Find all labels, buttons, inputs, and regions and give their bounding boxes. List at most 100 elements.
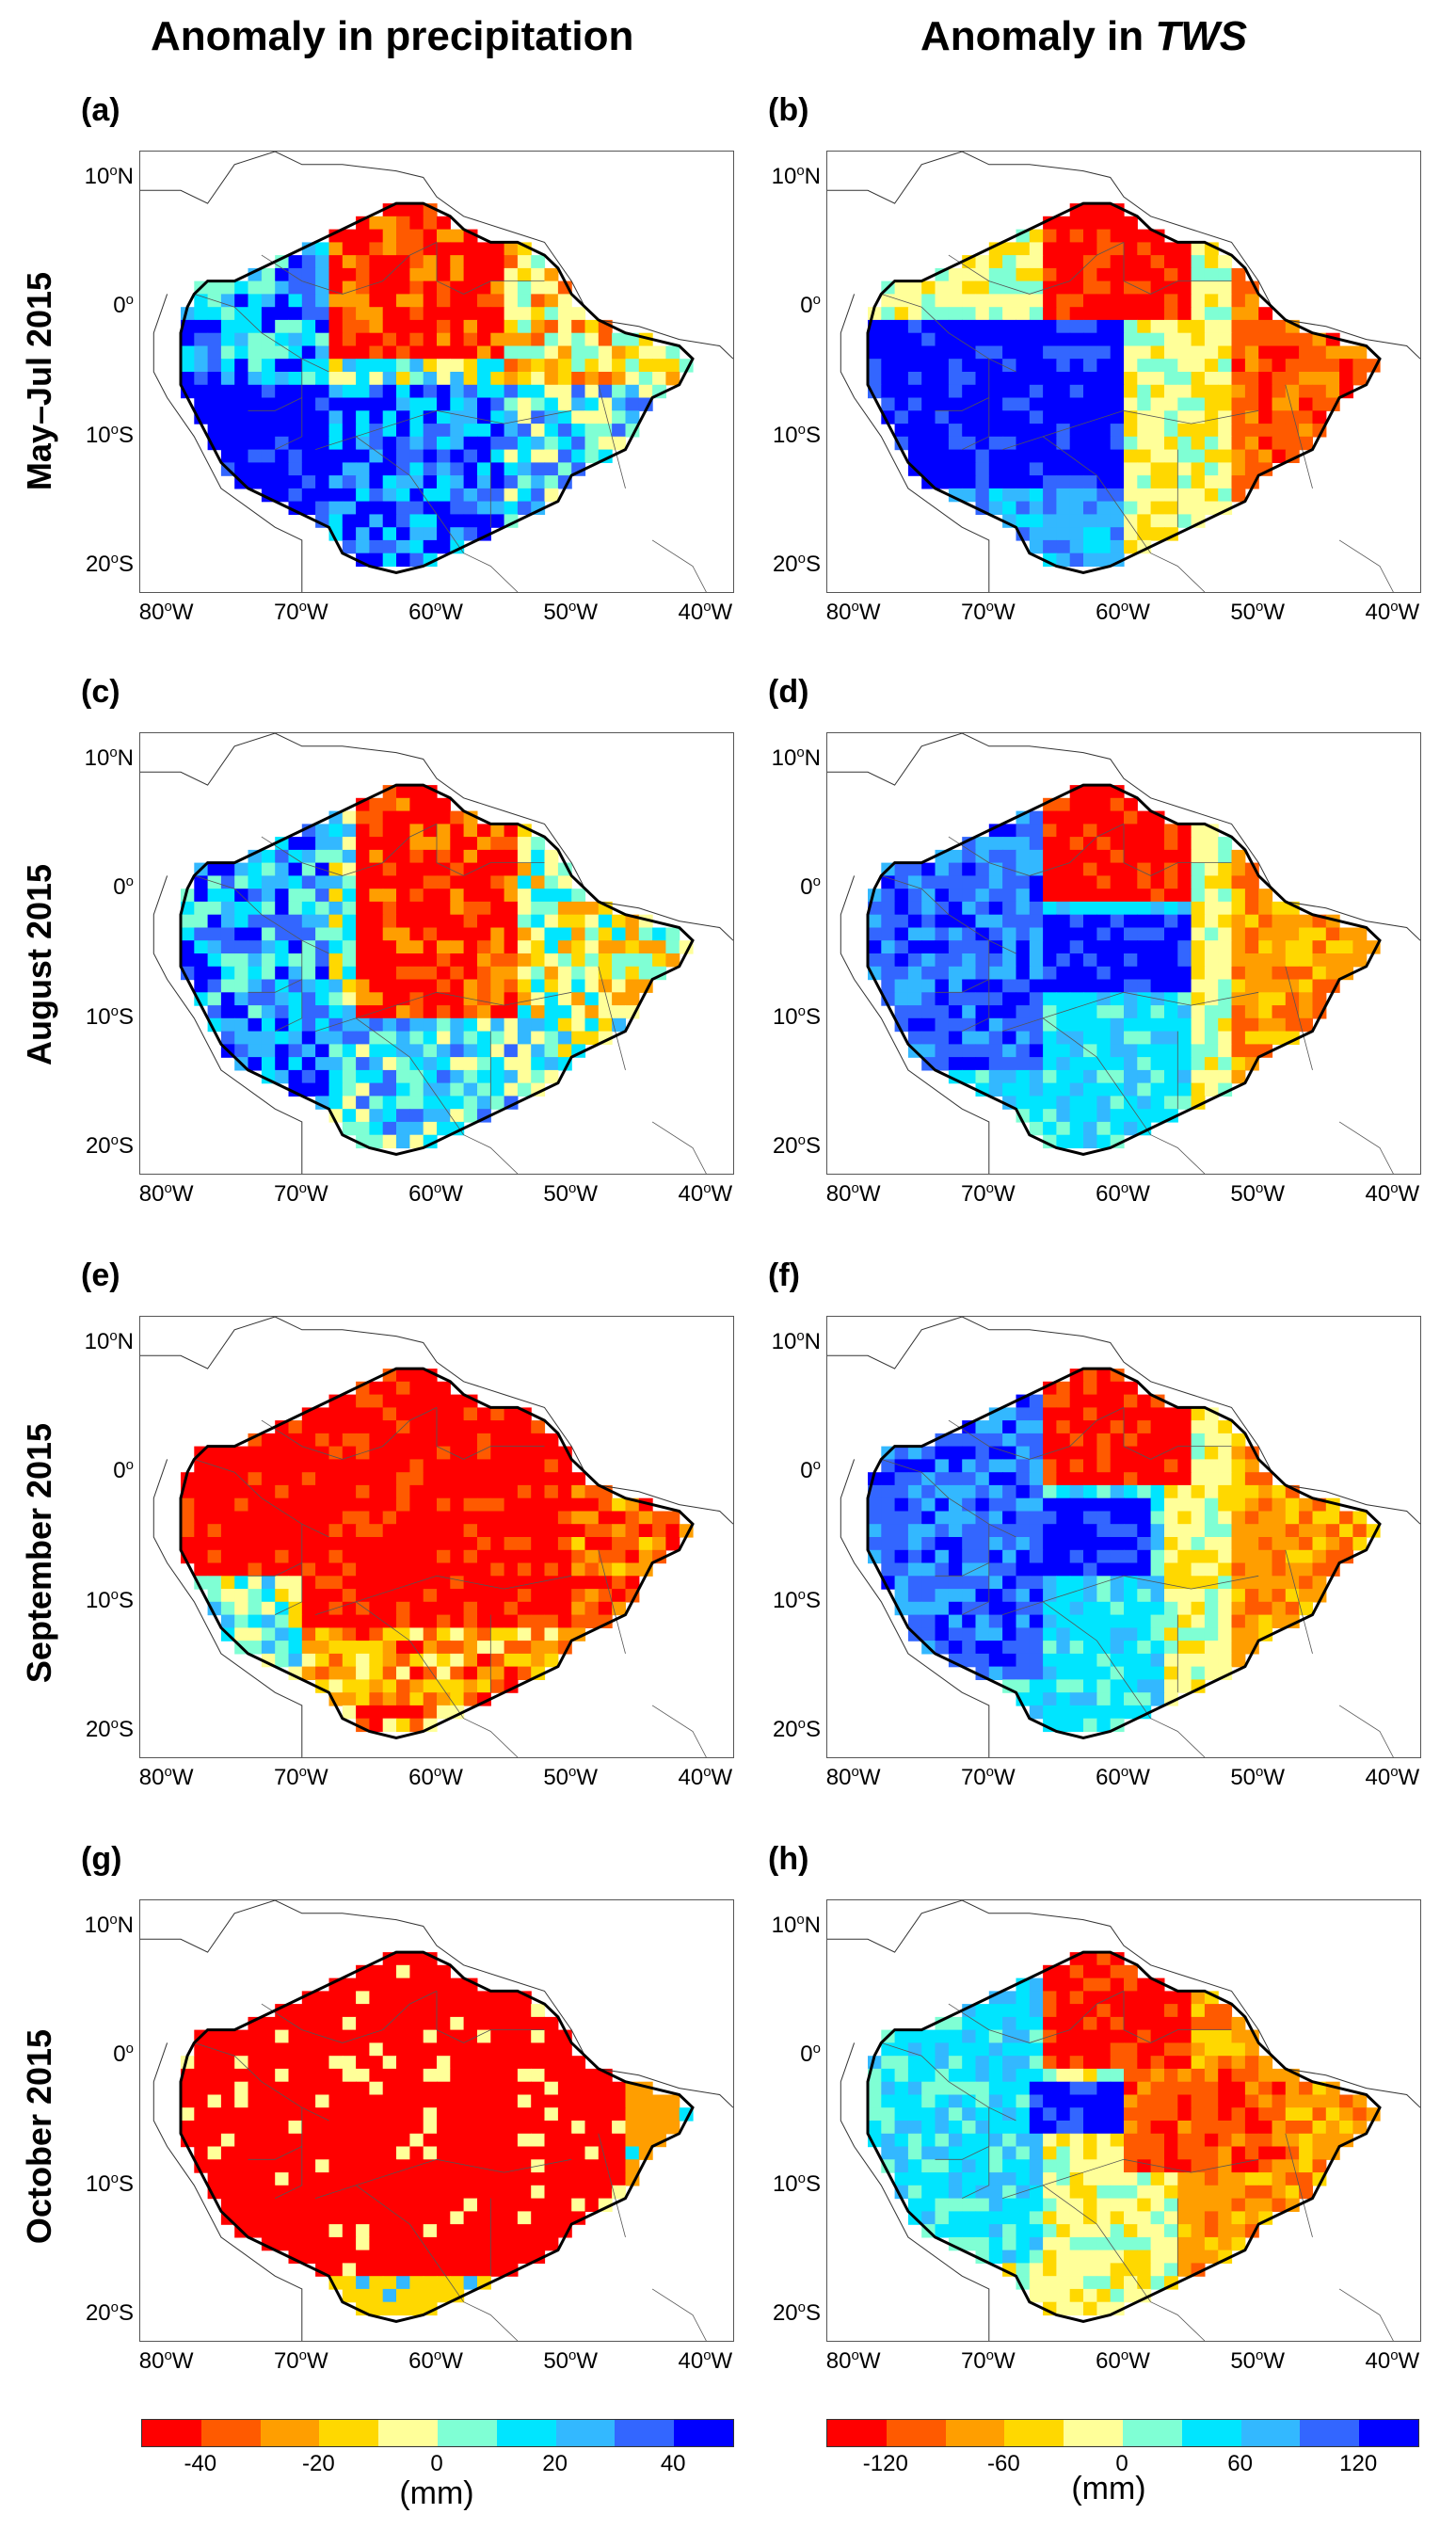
grid-cell — [396, 889, 410, 903]
grid-cell — [382, 2029, 397, 2043]
grid-cell — [517, 2029, 532, 2043]
grid-cell — [1124, 889, 1138, 903]
grid-cell — [948, 1057, 963, 1071]
grid-cell — [544, 488, 559, 503]
grid-cell — [382, 1679, 397, 1693]
grid-cell — [1272, 1537, 1287, 1551]
grid-cell — [207, 1484, 222, 1499]
grid-cell — [1002, 384, 1016, 399]
grid-cell — [490, 1641, 505, 1655]
grid-cell — [962, 927, 977, 941]
grid-cell — [1312, 1576, 1327, 1590]
grid-cell — [301, 2159, 316, 2173]
grid-cell — [463, 267, 478, 282]
grid-cell — [1244, 940, 1259, 954]
grid-cell — [463, 1978, 478, 1992]
coastline — [140, 733, 733, 941]
grid-cell — [544, 2107, 559, 2122]
grid-cell — [531, 966, 546, 981]
country-border — [1123, 1407, 1232, 1460]
grid-cell — [1069, 345, 1084, 360]
country-border — [194, 294, 329, 373]
grid-cell — [220, 397, 235, 411]
grid-cell — [288, 2236, 303, 2251]
grid-cell — [1299, 1537, 1313, 1551]
grid-cell — [1016, 862, 1031, 876]
grid-cell — [1056, 940, 1071, 954]
grid-cell — [504, 2029, 519, 2043]
grid-cell — [450, 2029, 465, 2043]
lon-tick-label: 80oW — [825, 1764, 881, 1790]
grid-cell — [1191, 1653, 1206, 1668]
grid-cell — [1164, 1420, 1178, 1434]
grid-cell — [1069, 1718, 1084, 1733]
grid-cell — [1272, 1031, 1287, 1045]
grid-cell — [194, 372, 209, 386]
grid-cell — [207, 436, 222, 451]
grid-cell — [625, 966, 640, 981]
grid-cell — [1137, 1549, 1152, 1564]
grid-cell — [301, 475, 316, 489]
grid-cell — [234, 1537, 249, 1551]
grid-cell — [1083, 1614, 1097, 1628]
grid-cell — [598, 1562, 613, 1577]
grid-cell — [1191, 1057, 1206, 1071]
grid-cell — [315, 889, 329, 903]
grid-cell — [356, 837, 370, 851]
grid-cell — [1218, 267, 1233, 282]
grid-cell — [396, 1614, 410, 1628]
grid-cell — [342, 837, 357, 851]
grid-cell — [921, 1005, 936, 1019]
grid-cell — [288, 940, 303, 954]
grid-cell — [1339, 372, 1353, 386]
grid-cell — [975, 2004, 990, 2018]
grid-cell — [1177, 1511, 1192, 1525]
grid-cell — [975, 1601, 990, 1616]
grid-cell — [248, 1057, 263, 1071]
grid-cell — [1191, 1031, 1206, 1045]
grid-cell — [517, 979, 532, 993]
grid-cell — [975, 1641, 990, 1655]
grid-cell — [962, 992, 977, 1006]
grid-cell — [477, 1524, 491, 1538]
grid-cell — [1177, 1433, 1192, 1448]
grid-cell — [248, 384, 263, 399]
grid-cell — [301, 255, 316, 269]
grid-cell — [181, 966, 195, 981]
grid-cell — [1204, 940, 1219, 954]
grid-cell — [275, 2056, 290, 2070]
grid-cell — [396, 1991, 410, 2005]
grid-cell — [423, 514, 438, 528]
grid-cell — [463, 2004, 478, 2018]
grid-cell — [1258, 436, 1273, 451]
grid-cell — [490, 2056, 505, 2070]
grid-cell — [328, 2016, 344, 2031]
grid-cell — [1069, 267, 1084, 282]
grid-cell — [409, 2081, 424, 2096]
grid-cell — [1272, 992, 1287, 1006]
grid-cell — [1244, 1601, 1259, 1616]
grid-cell — [275, 2198, 290, 2212]
grid-cell — [382, 501, 397, 515]
grid-cell — [1083, 424, 1097, 438]
lat-tick-label: 10oN — [771, 744, 821, 771]
grid-cell — [275, 889, 290, 903]
grid-cell — [612, 2172, 626, 2186]
grid-cell — [1096, 940, 1112, 954]
grid-cell — [450, 875, 465, 889]
grid-cell — [1124, 875, 1138, 889]
grid-cell — [207, 1005, 222, 1019]
grid-cell — [328, 449, 344, 463]
grid-cell — [1272, 1589, 1287, 1603]
grid-cell — [1258, 1017, 1273, 1033]
grid-cell — [477, 384, 491, 399]
grid-cell — [450, 2236, 465, 2251]
grid-cell — [988, 255, 1003, 269]
grid-cell — [612, 1576, 626, 1590]
grid-cell — [288, 1031, 303, 1045]
grid-cell — [921, 462, 936, 476]
grid-cell — [1231, 927, 1246, 941]
grid-cell — [1258, 1576, 1273, 1590]
grid-cell — [1083, 849, 1097, 864]
grid-cell — [463, 1991, 478, 2005]
